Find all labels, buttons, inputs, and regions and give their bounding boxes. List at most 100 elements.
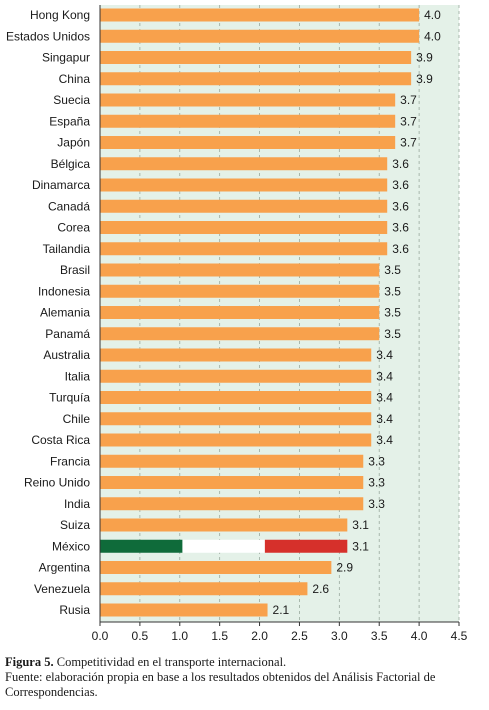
value-label: 3.5 [384,284,401,298]
bar [100,263,380,277]
caption-source: Fuente: elaboración propia en base a los… [5,670,436,699]
category-label: Reino Unido [24,476,90,490]
category-label: Turquía [49,391,90,405]
category-label: Brasil [60,263,90,277]
bar [100,242,388,256]
value-label: 3.5 [384,263,401,277]
x-tick-label: 0.5 [132,629,149,643]
bar [100,369,372,383]
bars [100,8,420,617]
value-label: 3.6 [392,221,409,235]
bar [100,221,388,234]
bar [100,518,348,532]
value-label: 3.1 [352,539,369,553]
value-label: 3.4 [376,433,393,447]
value-label: 3.4 [376,412,393,426]
category-label: Costa Rica [31,433,90,447]
bar [100,454,364,468]
value-label: 2.9 [336,561,353,575]
value-label: 2.6 [312,582,329,596]
category-label: Venezuela [34,582,90,596]
x-tick-label: 4.0 [411,629,428,643]
caption-title-line: Figura 5. Competitividad en el transport… [5,655,487,670]
category-label: España [49,114,90,128]
bar [100,284,380,298]
figure-caption: Figura 5. Competitividad en el transport… [5,655,487,700]
bar [100,582,308,596]
bar [100,157,388,171]
value-label: 2.1 [273,603,290,617]
category-label: Dinamarca [32,178,90,192]
value-label: 3.7 [400,136,417,150]
category-label: Hong Kong [30,8,90,22]
category-labels: Hong Kong Estados Unidos Singapur China Suec… [6,8,90,617]
bar [100,136,396,149]
category-label: Estados Unidos [6,29,90,43]
bar [100,391,372,404]
value-label: 3.6 [392,242,409,256]
category-label: China [59,72,91,86]
bar-segment-green [100,539,183,553]
category-label: Suecia [53,93,90,107]
category-label: Italia [65,369,91,383]
x-tick-label: 0.0 [92,629,109,643]
x-tick-label: 3.5 [371,629,388,643]
x-tick-label: 1.0 [171,629,188,643]
value-label: 3.9 [416,51,433,65]
category-label: Francia [50,454,90,468]
bar [100,72,412,86]
bar [100,199,388,213]
value-label: 3.4 [376,348,393,362]
value-label: 3.6 [392,199,409,213]
category-label: Australia [43,348,90,362]
figure-label: Figura 5. [5,655,54,669]
category-label: Corea [57,221,90,235]
bar-chart: Hong Kong Estados Unidos Singapur China Suec… [6,5,468,643]
value-label: 3.6 [392,178,409,192]
category-label: Indonesia [38,284,90,298]
category-label: Chile [63,412,91,426]
bar-segment-red [264,539,348,553]
bar [100,51,412,64]
category-label: México [52,539,90,553]
bar [100,306,380,319]
bar [100,93,396,107]
value-label: 3.7 [400,93,417,107]
value-label: 3.6 [392,157,409,171]
value-labels: 4.0 4.0 3.9 3.9 3.7 3.7 3.7 3.6 3.6 3.6 3.6 3.6 3.5 3… [273,8,442,617]
x-tick-label: 2.0 [251,629,268,643]
value-label: 3.5 [384,327,401,341]
category-label: Tailandia [43,242,91,256]
bar [100,348,372,362]
category-label: Alemania [40,306,90,320]
category-label: Japón [57,136,90,150]
value-label: 3.4 [376,369,393,383]
bar [100,412,372,426]
bar [100,561,332,574]
category-label: Rusia [59,603,90,617]
x-tick-label: 4.5 [451,629,468,643]
x-tick-label: 3.0 [331,629,348,643]
category-label: Suiza [60,518,90,532]
bar [100,114,396,128]
bar [100,603,268,617]
category-label: Singapur [42,51,90,65]
bar-mexico [100,539,348,553]
value-label: 4.0 [424,29,441,43]
value-label: 3.7 [400,114,417,128]
bar [100,178,388,192]
category-label: India [64,497,90,511]
bar-segment-white [182,539,265,553]
value-label: 3.4 [376,391,393,405]
figure-title: Competitividad en el transporte internac… [53,655,287,669]
x-tick-label: 1.5 [211,629,228,643]
category-label: Argentina [39,561,91,575]
category-label: Bélgica [51,157,91,171]
x-axis-ticks: 0.0 0.5 1.0 1.5 2.0 2.5 3.0 3.5 4.0 4.5 [92,622,468,643]
value-label: 3.1 [352,518,369,532]
value-label: 3.5 [384,306,401,320]
bar [100,8,420,22]
bar [100,29,420,43]
value-label: 3.3 [368,497,385,511]
value-label: 3.3 [368,476,385,490]
